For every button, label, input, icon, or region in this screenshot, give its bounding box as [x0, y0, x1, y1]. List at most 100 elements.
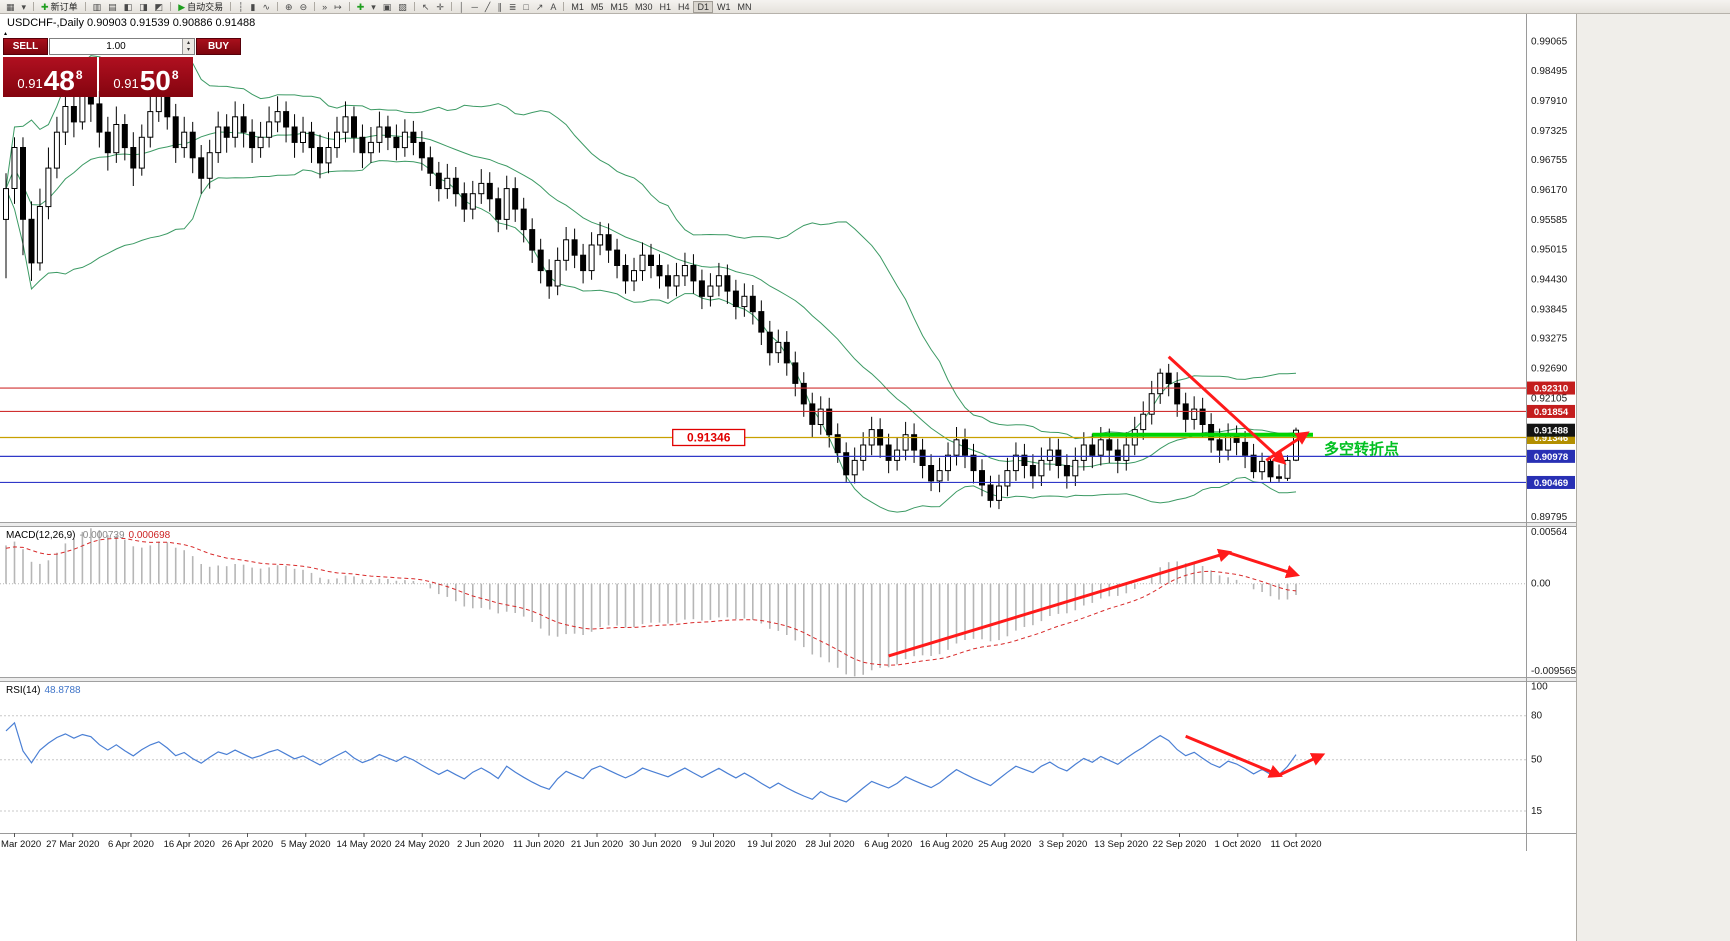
bear-candle-body: [1199, 408, 1206, 426]
new-order-button[interactable]: ✚ 新订单: [38, 1, 81, 13]
auto-scroll-icon[interactable]: »: [319, 1, 330, 13]
strategy-tester-icon[interactable]: ◩: [152, 1, 167, 13]
bull-candle-body: [232, 116, 239, 138]
bull-candle-body: [996, 485, 1002, 501]
trend-arrow: [1167, 355, 1287, 465]
sell-price-main: 48: [43, 65, 75, 96]
candlestick-chart-icon[interactable]: ▮: [248, 1, 259, 13]
bear-candle-body: [87, 95, 94, 105]
bull-candle-body: [1072, 459, 1079, 477]
price-tick-label: 0.99065: [1531, 37, 1568, 48]
hline-price-label-box: [1527, 449, 1575, 463]
indicators-icon[interactable]: ✚: [354, 1, 368, 13]
line-chart-icon[interactable]: ∿: [260, 1, 274, 13]
data-window-icon[interactable]: ▤: [105, 1, 120, 13]
bear-candle-body: [240, 116, 247, 133]
timeframe-button-D1[interactable]: D1: [693, 0, 713, 13]
timeframe-button-M15[interactable]: M15: [610, 1, 628, 12]
hline-price-label-box: [1527, 475, 1575, 489]
price-tick-label: 0.98495: [1531, 66, 1568, 77]
bear-candle-body: [1208, 424, 1215, 441]
price-tick-label: 0.93275: [1531, 334, 1568, 345]
text-icon[interactable]: A: [547, 1, 559, 13]
trendline-icon[interactable]: ╱: [482, 1, 493, 13]
bear-candle-body: [427, 157, 434, 174]
buy-price-display[interactable]: 0.91 50 8: [99, 57, 193, 97]
bear-candle-body: [452, 177, 459, 195]
timeframe-button-H4[interactable]: H4: [677, 1, 690, 12]
fibonacci-icon[interactable]: ≣: [506, 1, 520, 13]
crosshair-icon[interactable]: ✛: [433, 1, 447, 13]
bar-chart-icon[interactable]: ┆: [235, 1, 246, 13]
toolbar-separator: [33, 2, 35, 11]
bull-candle-body: [1259, 460, 1266, 473]
chart-shift-icon[interactable]: ↦: [331, 1, 345, 13]
timeframe-button-M1[interactable]: M1: [571, 1, 584, 12]
zoom-out-icon[interactable]: ⊖: [297, 1, 311, 13]
chart-canvas[interactable]: 0.91346 多空转折点 0.99065 0.98495 0.97910 0.97325…: [0, 14, 1576, 851]
timeframe-button-M30[interactable]: M30: [634, 1, 653, 12]
bull-candle-body: [1046, 449, 1053, 461]
market-watch-icon[interactable]: ▥: [90, 1, 105, 13]
time-tick-label: 2 Jun 2020: [457, 839, 504, 850]
buy-button[interactable]: BUY: [196, 38, 241, 55]
indicators-icon-glyph: ✚: [356, 1, 365, 12]
time-tick-label: 21 Jun 2020: [571, 839, 623, 850]
bear-candle-body: [1242, 441, 1249, 456]
horizontal-line-icon[interactable]: ─: [469, 1, 481, 13]
panel-collapse-icon[interactable]: ▴: [4, 31, 8, 37]
bull-candle-body: [1191, 408, 1198, 420]
navigator-icon[interactable]: ◧: [121, 1, 136, 13]
bear-candle-body: [104, 131, 111, 154]
terminal-icon[interactable]: ◨: [136, 1, 151, 13]
main-toolbar: ▦ ▾ ✚ 新订单 ▥ ▤ ◧ ◨ ◩ ▶ 自动交易 ┆ ▮ ∿ ⊕ ⊖» ↦ ✚ ▾ ▣ ▨ ↖ ✛ │ ─ ╱ ∥ ≣ □ ↗ A M1 M…: [0, 0, 1730, 14]
bear-candle-body: [512, 188, 519, 210]
shapes-icon[interactable]: □: [520, 1, 531, 13]
horizontal-line-icon-glyph: ─: [471, 1, 478, 12]
autotrading-button[interactable]: ▶ 自动交易: [175, 1, 226, 13]
zoom-in-icon[interactable]: ⊕: [282, 1, 296, 13]
timeframe-button-W1[interactable]: W1: [717, 1, 731, 12]
new-order-button-glyph: ✚: [41, 1, 49, 12]
trade-controls-row: SELL ▴ ▾ BUY: [3, 38, 241, 55]
indicators-dropdown-icon[interactable]: ▾: [368, 1, 379, 13]
macd-panel: [0, 528, 1526, 677]
templates-icon[interactable]: ▨: [395, 1, 410, 13]
cursor-icon[interactable]: ↖: [419, 1, 433, 13]
timeframe-button-MN[interactable]: MN: [737, 1, 752, 12]
new-chart-icon[interactable]: ▦: [3, 1, 18, 13]
periods-dropdown-icon[interactable]: ▣: [380, 1, 395, 13]
indicators-dropdown-icon-glyph: ▾: [371, 1, 376, 12]
current-price-label-text: 0.91488: [1534, 426, 1568, 437]
price-tick-label: 0.96755: [1531, 155, 1568, 166]
price-tag-text: 0.91346: [687, 430, 731, 444]
rsi-value: 48.8788: [44, 685, 81, 696]
volume-up-icon[interactable]: ▴: [186, 39, 190, 46]
time-tick-label: 11 Jun 2020: [513, 839, 565, 850]
text-icon-glyph: A: [550, 1, 557, 12]
bear-candle-body: [520, 208, 527, 231]
bull-candle-body: [206, 152, 213, 179]
rsi-trend-arrow: [1185, 734, 1283, 778]
macd-name: MACD(12,26,9): [6, 530, 76, 541]
sell-price-display[interactable]: 0.91 48 8: [3, 57, 97, 97]
bear-candle-body: [495, 198, 502, 220]
bull-candle-body: [1140, 413, 1147, 431]
bear-candle-body: [291, 126, 298, 143]
timeframe-button-M5[interactable]: M5: [590, 1, 604, 12]
timeframe-button-H1[interactable]: H1: [659, 1, 671, 12]
bottom-empty-area: [0, 851, 1576, 941]
buy-price-main: 50: [139, 65, 171, 96]
bear-candle-body: [885, 444, 892, 461]
arrows-icon[interactable]: ↗: [533, 1, 547, 13]
bull-candle-body: [266, 121, 273, 138]
price-tick-label: 0.94430: [1531, 274, 1568, 285]
volume-down-icon[interactable]: ▾: [186, 46, 190, 53]
chart-list-dropdown-icon[interactable]: ▾: [19, 1, 30, 13]
bear-candle-body: [283, 111, 290, 128]
channel-icon[interactable]: ∥: [494, 1, 505, 13]
volume-input[interactable]: [50, 39, 182, 54]
sell-button[interactable]: SELL: [3, 38, 48, 55]
bull-candle-body: [741, 295, 748, 308]
vertical-line-icon[interactable]: │: [456, 1, 468, 13]
